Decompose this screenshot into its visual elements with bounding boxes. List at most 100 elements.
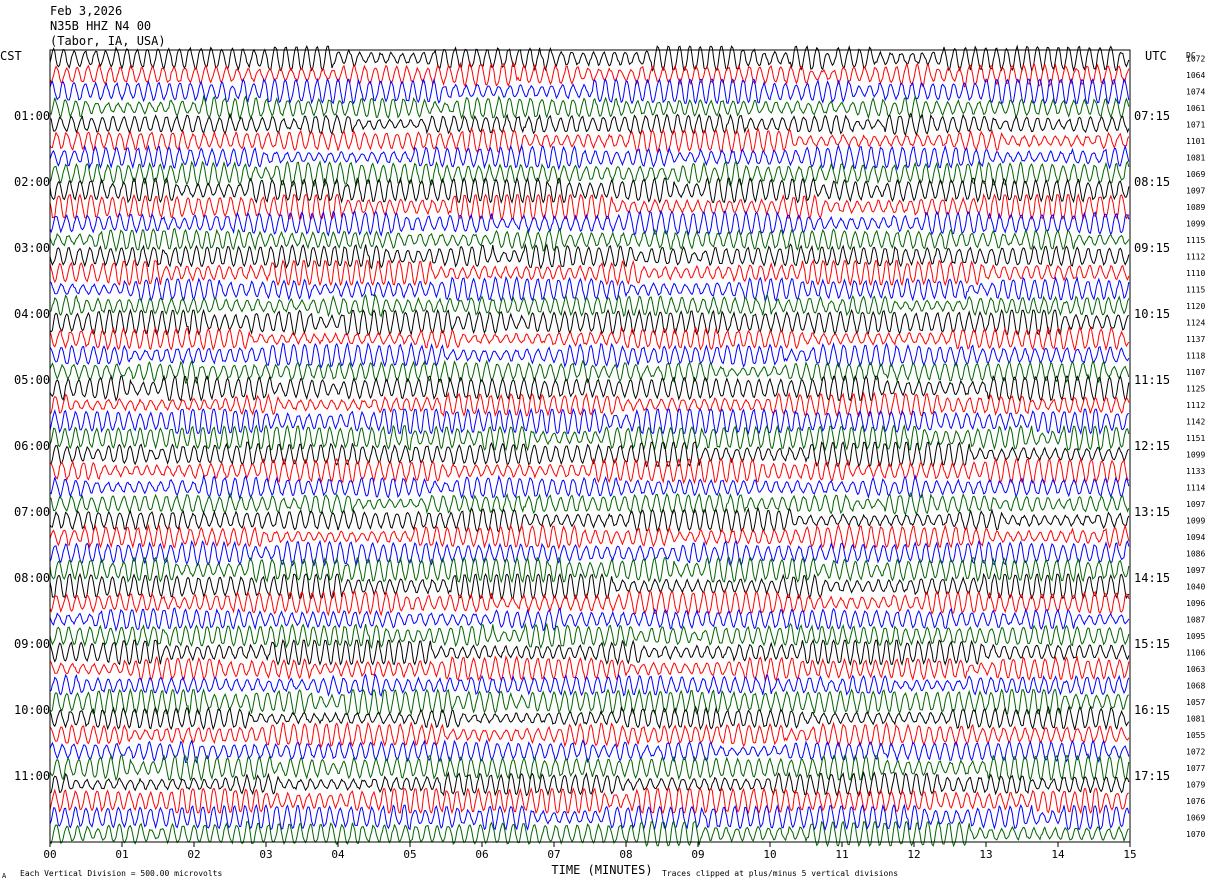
dc-offset-label: 1099 bbox=[1186, 219, 1205, 228]
trace-line-8 bbox=[49, 176, 1130, 204]
dc-offset-label: 1097 bbox=[1186, 186, 1205, 195]
trace-line-0 bbox=[49, 44, 1130, 73]
dc-header-label: DC bbox=[1186, 51, 1196, 60]
dc-offset-label: 1087 bbox=[1186, 615, 1205, 624]
dc-offset-label: 1079 bbox=[1186, 780, 1205, 789]
trace-line-10 bbox=[49, 209, 1130, 237]
right-hour-label: 09:15 bbox=[1134, 241, 1170, 255]
dc-offset-label: 1107 bbox=[1186, 368, 1205, 377]
dc-offset-label: 1077 bbox=[1186, 764, 1205, 773]
dc-offset-label: 1101 bbox=[1186, 137, 1205, 146]
dc-offset-label: 1095 bbox=[1186, 632, 1205, 641]
x-tick-label: 02 bbox=[187, 848, 200, 861]
x-tick-label: 12 bbox=[907, 848, 920, 861]
dc-offset-label: 1110 bbox=[1186, 269, 1205, 278]
left-hour-label: 06:00 bbox=[14, 439, 50, 453]
x-tick-label: 10 bbox=[763, 848, 776, 861]
trace-line-18 bbox=[49, 341, 1130, 369]
x-tick-label: 14 bbox=[1051, 848, 1065, 861]
trace-line-35 bbox=[49, 622, 1130, 650]
dc-offset-label: 1112 bbox=[1186, 401, 1205, 410]
trace-line-4 bbox=[49, 112, 1130, 137]
trace-line-24 bbox=[49, 440, 1130, 468]
x-tick-label: 00 bbox=[43, 848, 56, 861]
station-label: N35B HHZ N4 00 bbox=[50, 19, 152, 33]
dc-offset-label: 1097 bbox=[1186, 500, 1205, 509]
trace-line-28 bbox=[49, 506, 1130, 534]
trace-line-44 bbox=[49, 770, 1130, 798]
dc-offset-label: 1125 bbox=[1186, 384, 1205, 393]
trace-line-1 bbox=[49, 61, 1130, 89]
trace-line-11 bbox=[49, 227, 1130, 253]
dc-offset-label: 1068 bbox=[1186, 681, 1205, 690]
trace-line-14 bbox=[49, 275, 1130, 303]
dc-offset-label: 1115 bbox=[1186, 236, 1205, 245]
dc-offset-label: 1071 bbox=[1186, 120, 1205, 129]
x-tick-label: 06 bbox=[475, 848, 488, 861]
left-hour-label: 07:00 bbox=[14, 505, 50, 519]
x-tick-label: 13 bbox=[979, 848, 992, 861]
dc-offset-label: 1106 bbox=[1186, 648, 1205, 657]
dc-offset-label: 1094 bbox=[1186, 533, 1205, 542]
trace-line-19 bbox=[49, 359, 1130, 385]
left-hour-label: 08:00 bbox=[14, 571, 50, 585]
right-hour-label: 14:15 bbox=[1134, 571, 1170, 585]
dc-offset-label: 1074 bbox=[1186, 87, 1205, 96]
trace-line-45 bbox=[49, 787, 1130, 815]
x-tick-label: 01 bbox=[115, 848, 128, 861]
left-hour-label: 04:00 bbox=[14, 307, 50, 321]
dc-offset-label: 1063 bbox=[1186, 665, 1205, 674]
trace-line-21 bbox=[49, 391, 1130, 418]
trace-line-46 bbox=[49, 803, 1130, 831]
dc-offset-label: 1120 bbox=[1186, 302, 1205, 311]
dc-offset-label: 1069 bbox=[1186, 170, 1205, 179]
trace-line-6 bbox=[49, 144, 1130, 171]
left-hour-label: 09:00 bbox=[14, 637, 50, 651]
trace-line-7 bbox=[49, 160, 1130, 188]
dc-offset-label: 1069 bbox=[1186, 813, 1205, 822]
dc-offset-label: 1114 bbox=[1186, 483, 1205, 492]
dc-offset-label: 1096 bbox=[1186, 599, 1205, 608]
dc-offset-label: 1142 bbox=[1186, 417, 1205, 426]
trace-line-2 bbox=[49, 77, 1130, 105]
trace-line-17 bbox=[49, 326, 1130, 352]
dc-offset-label: 1081 bbox=[1186, 714, 1205, 723]
trace-line-22 bbox=[49, 407, 1130, 436]
trace-line-34 bbox=[49, 607, 1130, 633]
dc-offset-label: 1086 bbox=[1186, 549, 1205, 558]
scale-note: Each Vertical Division = 500.00 microvol… bbox=[20, 869, 222, 878]
x-axis-title: TIME (MINUTES) bbox=[551, 863, 652, 877]
right-hour-label: 12:15 bbox=[1134, 439, 1170, 453]
trace-line-40 bbox=[49, 705, 1130, 731]
right-hour-label: 07:15 bbox=[1134, 109, 1170, 123]
dc-offset-label: 1118 bbox=[1186, 351, 1205, 360]
dc-offset-label: 1137 bbox=[1186, 335, 1205, 344]
trace-line-30 bbox=[49, 539, 1130, 568]
right-hour-label: 16:15 bbox=[1134, 703, 1170, 717]
dc-offset-label: 1040 bbox=[1186, 582, 1205, 591]
x-tick-label: 05 bbox=[403, 848, 416, 861]
corner-mark: A bbox=[2, 872, 7, 880]
trace-line-26 bbox=[49, 474, 1130, 500]
right-hour-label: 10:15 bbox=[1134, 307, 1170, 321]
dc-offset-label: 1124 bbox=[1186, 318, 1205, 327]
dc-offset-label: 1089 bbox=[1186, 203, 1205, 212]
dc-offset-label: 1072 bbox=[1186, 747, 1205, 756]
trace-line-32 bbox=[49, 572, 1130, 600]
dc-offset-label: 1055 bbox=[1186, 731, 1205, 740]
right-hour-label: 15:15 bbox=[1134, 637, 1170, 651]
x-tick-label: 04 bbox=[331, 848, 345, 861]
dc-offset-label: 1115 bbox=[1186, 285, 1205, 294]
trace-line-25 bbox=[49, 456, 1130, 485]
left-hour-label: 10:00 bbox=[14, 703, 50, 717]
dc-offset-label: 1072 bbox=[1186, 54, 1205, 63]
dc-offset-label: 1064 bbox=[1186, 71, 1205, 80]
trace-line-41 bbox=[49, 721, 1130, 749]
trace-line-5 bbox=[49, 127, 1130, 155]
x-tick-label: 08 bbox=[619, 848, 632, 861]
dc-offset-label: 1061 bbox=[1186, 104, 1205, 113]
trace-line-37 bbox=[49, 655, 1130, 683]
trace-line-3 bbox=[49, 94, 1130, 120]
left-hour-label: 05:00 bbox=[14, 373, 50, 387]
